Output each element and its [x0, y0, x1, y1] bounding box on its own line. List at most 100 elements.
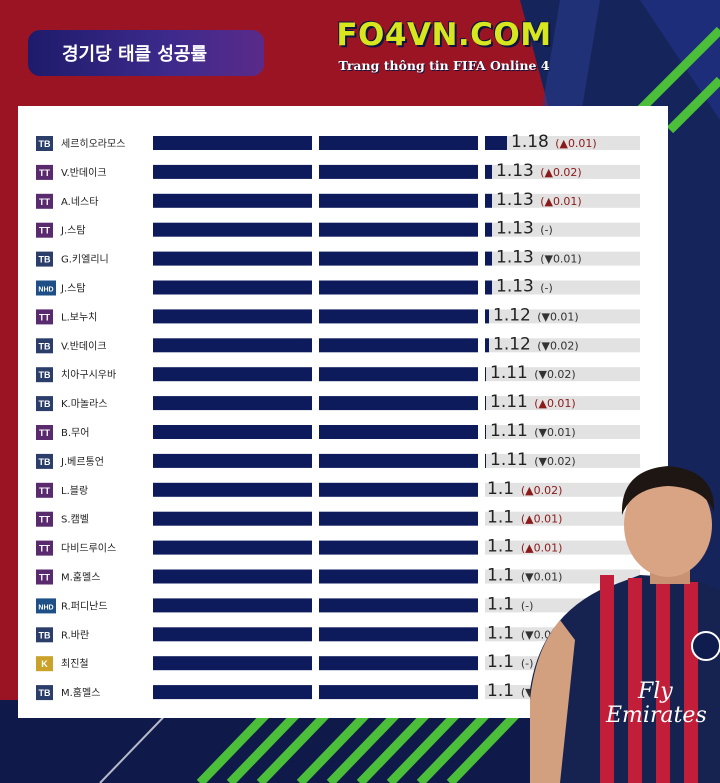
value-label: 1.1 [487, 537, 514, 557]
bar-segment-gap [312, 626, 319, 643]
bar-segment-gap [312, 655, 319, 672]
bar-segment-gap [478, 308, 485, 325]
season-badge: TT [36, 193, 53, 209]
badge-label: NHD [38, 287, 53, 294]
bar-segment-gap [312, 250, 319, 267]
season-badge: TT [36, 569, 53, 585]
change-label: (▲0.02) [540, 166, 582, 179]
bar [153, 396, 486, 411]
season-badge: TT [36, 425, 53, 440]
bar-segment-gap [312, 539, 319, 556]
player-name: B.무어 [61, 427, 89, 439]
bar-segment-gap [312, 279, 319, 296]
bar-segment-gap [312, 366, 319, 383]
chart-row: TT 다비드루이스 1.1 (▲0.01) [36, 537, 640, 557]
bar-track [483, 482, 640, 497]
value-label: 1.1 [487, 652, 514, 672]
badge-box [36, 396, 53, 412]
player-name: 다비드루이스 [61, 543, 116, 555]
badge-box [36, 540, 53, 556]
badge-label: TT [39, 312, 50, 322]
chart-row: TT S.캠벨 1.1 (▲0.01) [36, 508, 640, 528]
bar-segment-gap [312, 308, 319, 325]
season-badge: TT [36, 309, 53, 325]
chart-row: TT B.무어 1.11 (▼0.01) [36, 421, 640, 441]
value-label: 1.11 [490, 421, 528, 441]
player-name: V.반데이크 [61, 167, 107, 179]
change-label: (▼0.02) [534, 368, 576, 381]
chart-row: TB 치아구시우바 1.11 (▼0.02) [36, 363, 640, 383]
player-name: 치아구시우바 [61, 369, 116, 381]
badge-label: NHD [38, 604, 53, 611]
chart-row: TT V.반데이크 1.13 (▲0.02) [36, 161, 640, 181]
value-label: 1.1 [487, 623, 514, 643]
badge-label: TB [39, 139, 51, 149]
badge-box [36, 222, 53, 238]
bar-segment-gap [312, 192, 319, 209]
badge-box [36, 453, 53, 469]
bar-segment-gap [312, 597, 319, 614]
player-name: V.반데이크 [61, 340, 107, 352]
value-label: 1.12 [493, 305, 531, 325]
season-badge: TT [36, 482, 53, 498]
badge-box [36, 569, 53, 585]
season-badge: TB [36, 251, 53, 267]
change-label: (▼0.02) [534, 455, 576, 468]
bar [153, 280, 492, 295]
badge-label: TB [39, 341, 51, 351]
change-label: (▲0.01) [521, 513, 563, 526]
badge-label: TB [39, 370, 51, 380]
bar [153, 136, 507, 150]
value-label: 1.1 [487, 594, 514, 614]
player-name: M.훔멜스 [61, 686, 100, 699]
bar [153, 251, 492, 266]
season-badge: TB [36, 685, 53, 701]
chart-row: TB V.반데이크 1.12 (▼0.02) [36, 334, 640, 354]
season-badge: TB [36, 453, 53, 469]
season-badge: TB [36, 136, 53, 151]
bar-segment-gap [312, 135, 319, 151]
bar-segment-gap [478, 250, 485, 267]
badge-label: TT [39, 486, 50, 496]
badge-box [36, 685, 53, 701]
season-badge: TB [36, 627, 53, 643]
chart-row: NHD R.퍼디난드 1.1 (-) [36, 594, 640, 614]
change-label: (▼0.02) [521, 686, 563, 699]
badge-box [36, 136, 53, 151]
bar-track [489, 309, 640, 324]
chart-row: TT L.블랑 1.1 (▲0.02) [36, 479, 640, 499]
badge-box [36, 338, 53, 354]
chart-row: TT L.보누치 1.12 (▼0.01) [36, 305, 640, 325]
bar-track [492, 251, 640, 266]
player-name: M.훔멜스 [61, 571, 100, 584]
chart-row: TB G.키엘리니 1.13 (▼0.01) [36, 248, 640, 268]
value-label: 1.13 [496, 219, 534, 239]
value-label: 1.13 [496, 248, 534, 268]
change-label: (▲0.01) [534, 397, 576, 410]
player-name: K.마놀라스 [61, 398, 108, 410]
bar-track [483, 511, 640, 526]
bar-track [483, 540, 640, 555]
bar-segment-gap [478, 395, 485, 412]
value-label: 1.1 [487, 479, 514, 499]
bar-segment-gap [478, 626, 485, 643]
badge-label: TT [39, 515, 50, 525]
bar-segment-gap [478, 655, 485, 672]
value-label: 1.13 [496, 161, 534, 181]
season-badge: TB [36, 396, 53, 412]
badge-box [36, 193, 53, 209]
player-name: R.퍼디난드 [61, 600, 108, 612]
change-label: (▲0.01) [521, 542, 563, 555]
change-label: (-) [521, 599, 534, 612]
bar-segment-gap [478, 568, 485, 585]
player-name: G.키엘리니 [61, 253, 109, 266]
bar [153, 338, 489, 353]
bar-segment-gap [478, 163, 485, 180]
bar-track [486, 367, 640, 382]
value-label: 1.18 [511, 132, 549, 152]
badge-label: TT [39, 428, 50, 438]
badge-label: K [41, 659, 48, 669]
bar [153, 164, 492, 179]
bar [153, 222, 492, 237]
bar-segment-gap [312, 337, 319, 354]
